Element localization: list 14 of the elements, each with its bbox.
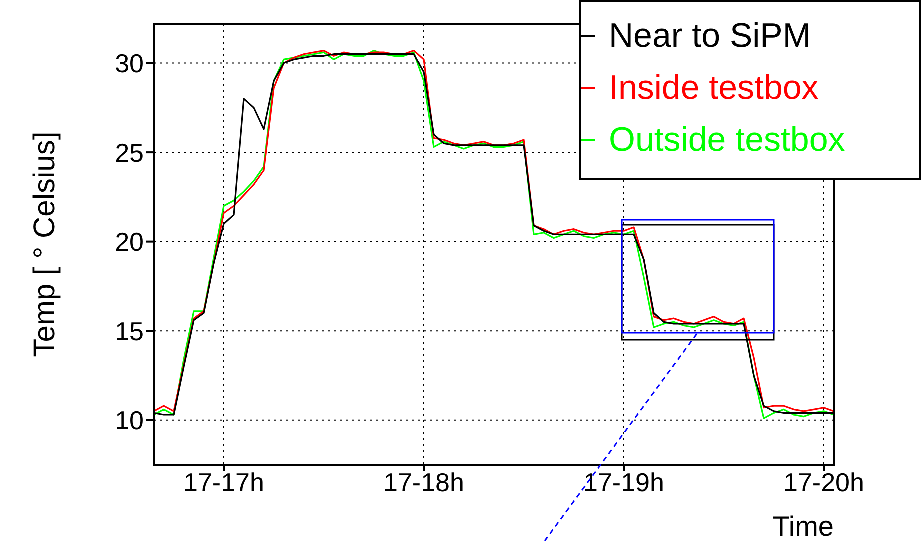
x-tick-label: 17-17h [184, 467, 264, 498]
y-tick-label: 30 [115, 48, 144, 79]
x-axis-title: Time [772, 511, 834, 541]
y-tick-label: 25 [115, 138, 144, 168]
y-tick-label: 15 [115, 316, 144, 346]
legend-label: Near to SiPM [609, 16, 812, 56]
legend-label: Outside testbox [609, 120, 846, 160]
x-tick-label: 17-20h [784, 467, 864, 498]
legend-label: Inside testbox [609, 68, 819, 108]
y-axis-title: Temp [ ° Celsius] [28, 132, 62, 358]
y-tick-label: 10 [115, 406, 144, 436]
x-tick-label: 17-19h [584, 467, 664, 498]
x-tick-label: 17-18h [384, 467, 464, 498]
y-tick-label: 20 [115, 227, 144, 258]
